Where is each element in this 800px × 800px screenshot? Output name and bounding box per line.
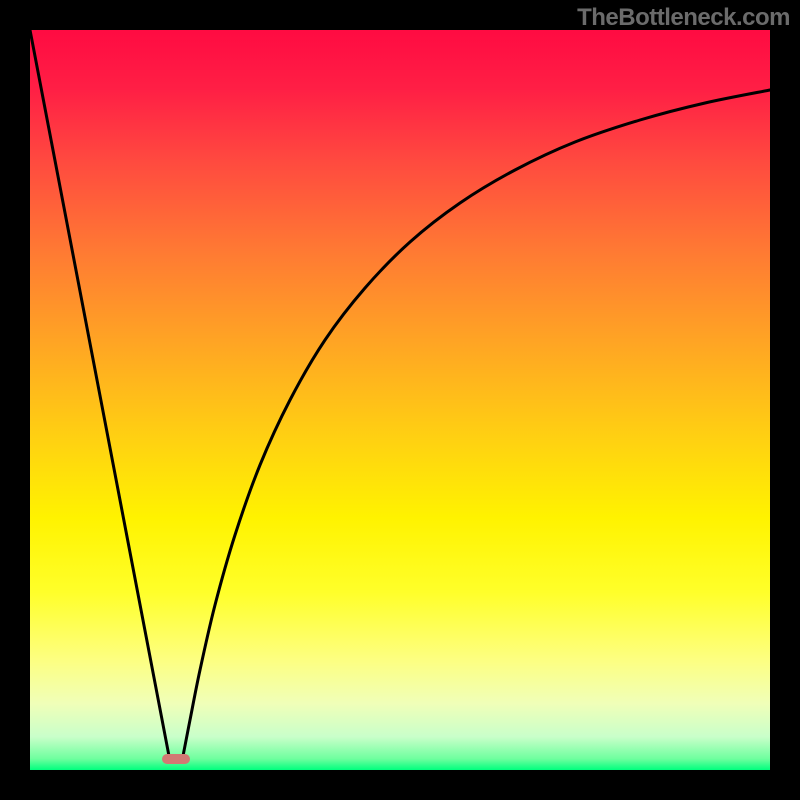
plot-background xyxy=(30,30,770,770)
chart-container: TheBottleneck.com xyxy=(0,0,800,800)
chart-svg xyxy=(0,0,800,800)
watermark-text: TheBottleneck.com xyxy=(577,4,790,32)
minimum-marker xyxy=(162,754,190,764)
